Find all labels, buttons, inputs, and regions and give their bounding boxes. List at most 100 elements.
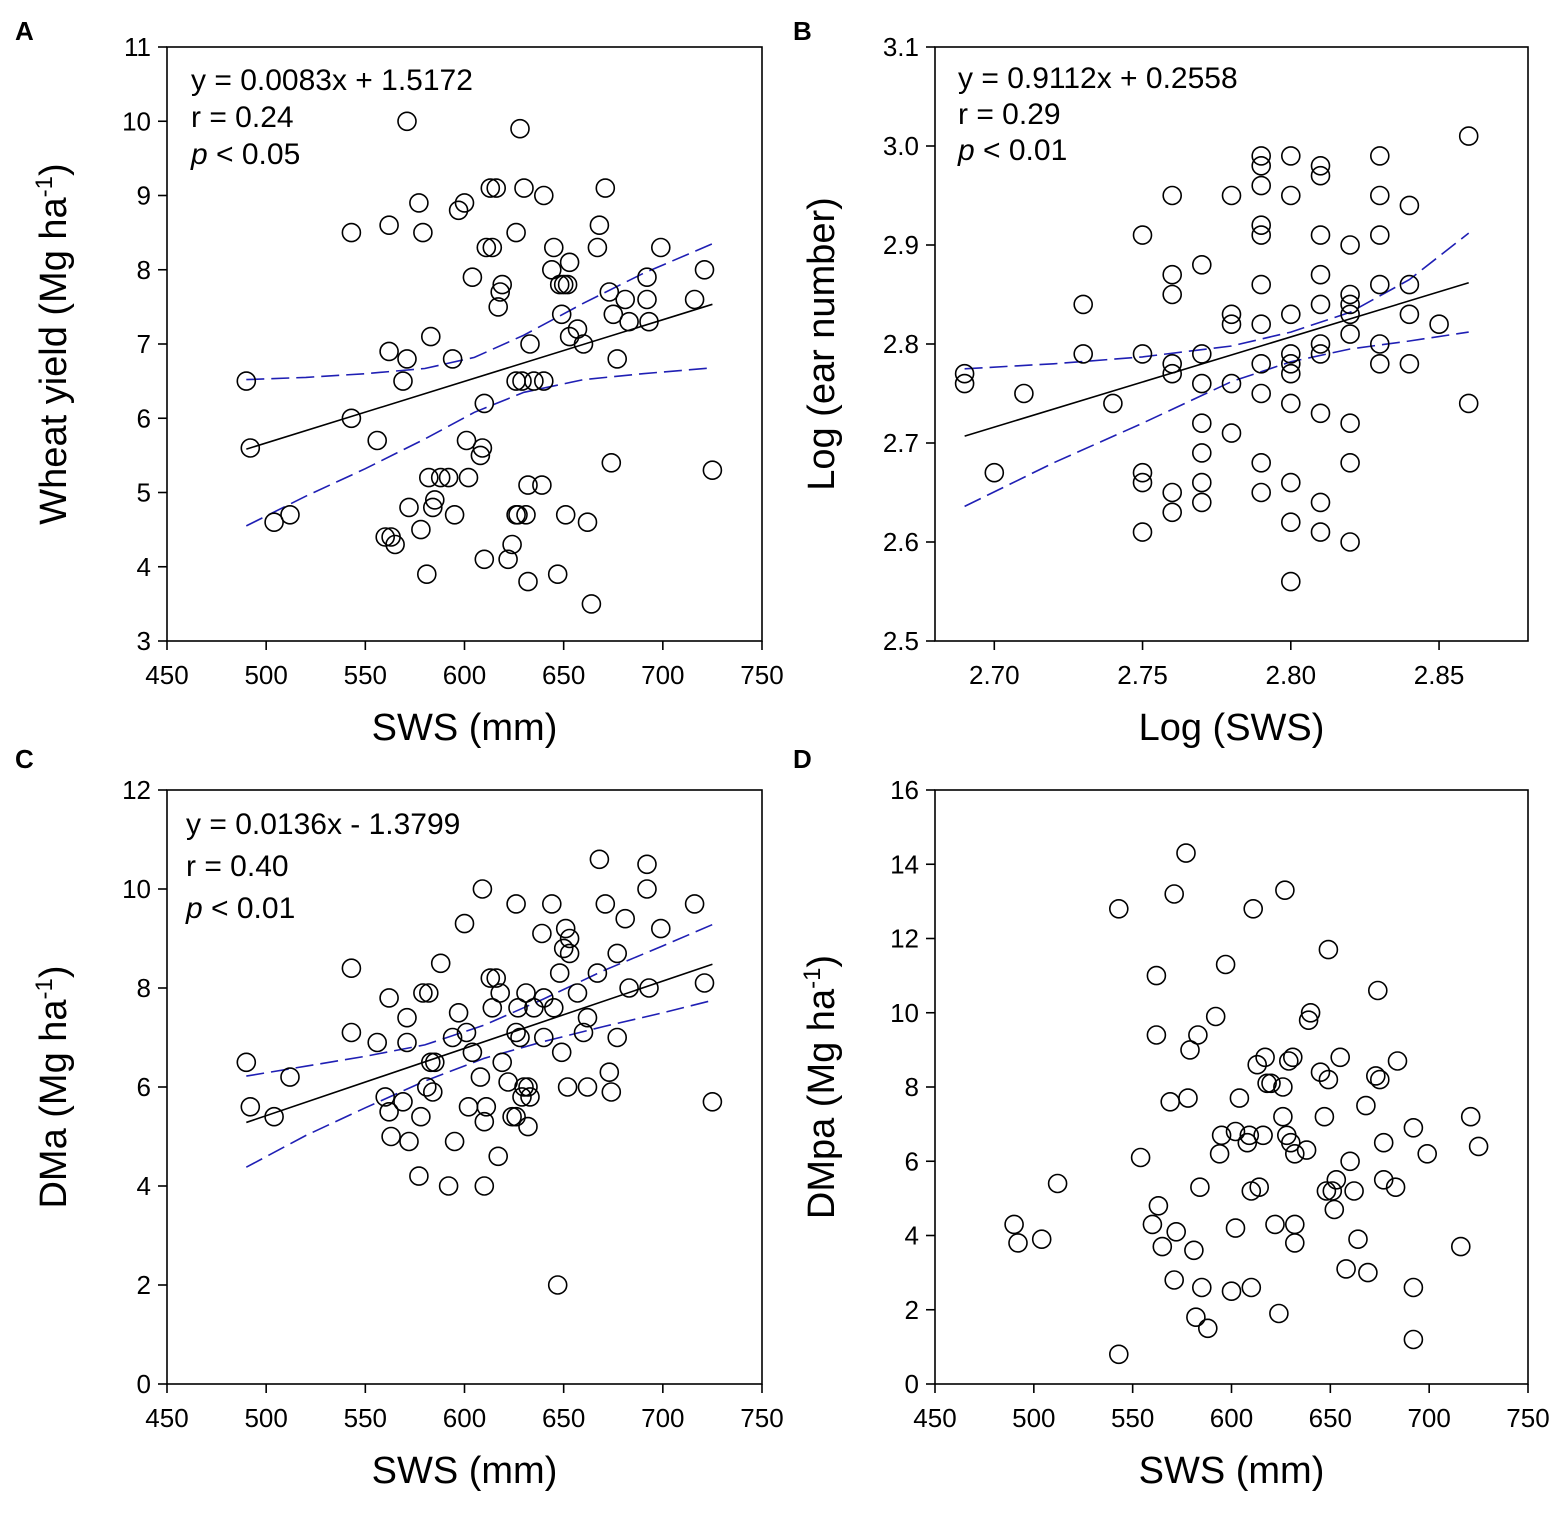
data-point	[702, 1092, 723, 1112]
data-point	[1281, 304, 1301, 325]
data-point	[488, 1146, 509, 1167]
x-tick-label: 500	[244, 660, 287, 690]
data-point	[1285, 1233, 1305, 1253]
data-point	[458, 467, 479, 488]
x-tick-label: 700	[641, 660, 684, 690]
data-point	[1257, 1073, 1277, 1094]
data-point	[551, 1042, 572, 1063]
data-point	[1031, 1229, 1052, 1249]
data-point	[486, 178, 507, 198]
data-point	[411, 519, 431, 540]
data-point	[1225, 1121, 1246, 1142]
data-point	[510, 118, 530, 139]
data-point	[694, 973, 715, 993]
data-point	[474, 393, 495, 414]
data-point	[341, 222, 362, 243]
data-point	[577, 1077, 598, 1097]
regression-line	[964, 282, 1469, 437]
data-point	[1148, 1196, 1169, 1216]
data-point	[1340, 532, 1360, 552]
data-point	[508, 504, 528, 525]
y-tick-label: 7	[137, 329, 151, 359]
data-point	[470, 445, 491, 466]
data-point	[1281, 185, 1301, 206]
data-point	[397, 1032, 417, 1053]
data-point	[1221, 304, 1242, 325]
data-point	[601, 452, 622, 473]
panel-d: D 450 500 550 600 650 700 750 0 2 4 6 8 10 12 14 16 SWS (…	[793, 744, 1550, 1492]
data-point	[1373, 1132, 1394, 1153]
data-point	[1251, 452, 1271, 473]
data-point	[438, 467, 459, 488]
data-point	[518, 1116, 538, 1137]
data-point	[1273, 1106, 1293, 1127]
y-tick-label: 12	[890, 924, 919, 954]
data-point	[1229, 1088, 1250, 1108]
y-tick-label: 6	[137, 403, 151, 433]
x-tick-label: 450	[145, 660, 188, 690]
data-point	[438, 1176, 459, 1196]
data-point	[1316, 1181, 1337, 1201]
data-point	[1164, 884, 1184, 904]
data-point	[1340, 413, 1360, 434]
y-axis-title: DMpa (Mg ha-1)	[799, 955, 843, 1219]
data-point	[555, 918, 576, 939]
data-point	[549, 963, 570, 983]
ci-upper-line	[246, 923, 713, 1077]
data-point	[492, 1052, 513, 1073]
x-tick-label: 750	[740, 660, 783, 690]
panel-letter: A	[15, 16, 34, 46]
data-point	[375, 1087, 396, 1107]
data-point	[1251, 175, 1271, 196]
data-point	[650, 237, 671, 258]
data-point	[559, 928, 580, 949]
y-tick-label: 8	[137, 255, 151, 285]
data-point	[1166, 1222, 1186, 1242]
y-tick-label: 2	[137, 1270, 151, 1300]
y-tick-label: 4	[137, 552, 151, 582]
data-point	[506, 222, 526, 243]
data-point	[1237, 1132, 1258, 1153]
data-point	[553, 938, 574, 959]
y-tick-label: 2	[905, 1295, 919, 1325]
data-point	[1310, 156, 1331, 176]
data-point	[418, 467, 439, 488]
data-point	[1340, 284, 1360, 305]
y-tick-label: 8	[137, 973, 151, 1003]
data-point	[1132, 462, 1153, 483]
data-point	[409, 1166, 429, 1186]
data-point	[1253, 1125, 1273, 1146]
data-point	[543, 997, 564, 1018]
correlation-r: r = 0.40	[186, 850, 289, 883]
data-point	[456, 1022, 477, 1043]
data-point	[1370, 334, 1390, 354]
data-point	[595, 178, 616, 198]
data-point	[454, 913, 475, 934]
data-point	[422, 497, 443, 518]
data-point	[490, 282, 511, 302]
data-point	[1370, 353, 1390, 374]
y-tick-label: 4	[137, 1171, 151, 1201]
data-point	[1310, 294, 1331, 315]
data-point	[1281, 393, 1301, 414]
panel-letter: C	[15, 744, 34, 774]
data-point	[1241, 1277, 1262, 1298]
data-point	[1318, 939, 1339, 960]
data-point	[264, 512, 284, 533]
data-point	[502, 534, 522, 555]
data-point	[637, 267, 657, 288]
plot-frame	[934, 789, 1529, 1385]
data-point	[1281, 146, 1301, 166]
y-tick-label: 8	[905, 1072, 919, 1102]
data-point	[476, 1097, 497, 1117]
data-point	[1403, 1118, 1424, 1138]
data-point	[1298, 1010, 1319, 1031]
data-point	[1310, 334, 1331, 354]
data-point	[1004, 1214, 1024, 1235]
data-point	[1358, 1262, 1378, 1283]
data-point	[533, 988, 554, 1008]
panel-c: C 450 500 550 600 650 700 750 0 2 4 6 8 10 12 SWS (mm) D…	[15, 744, 784, 1492]
ci-lower-line	[245, 999, 713, 1168]
data-point	[607, 1027, 628, 1048]
data-point	[553, 274, 574, 295]
